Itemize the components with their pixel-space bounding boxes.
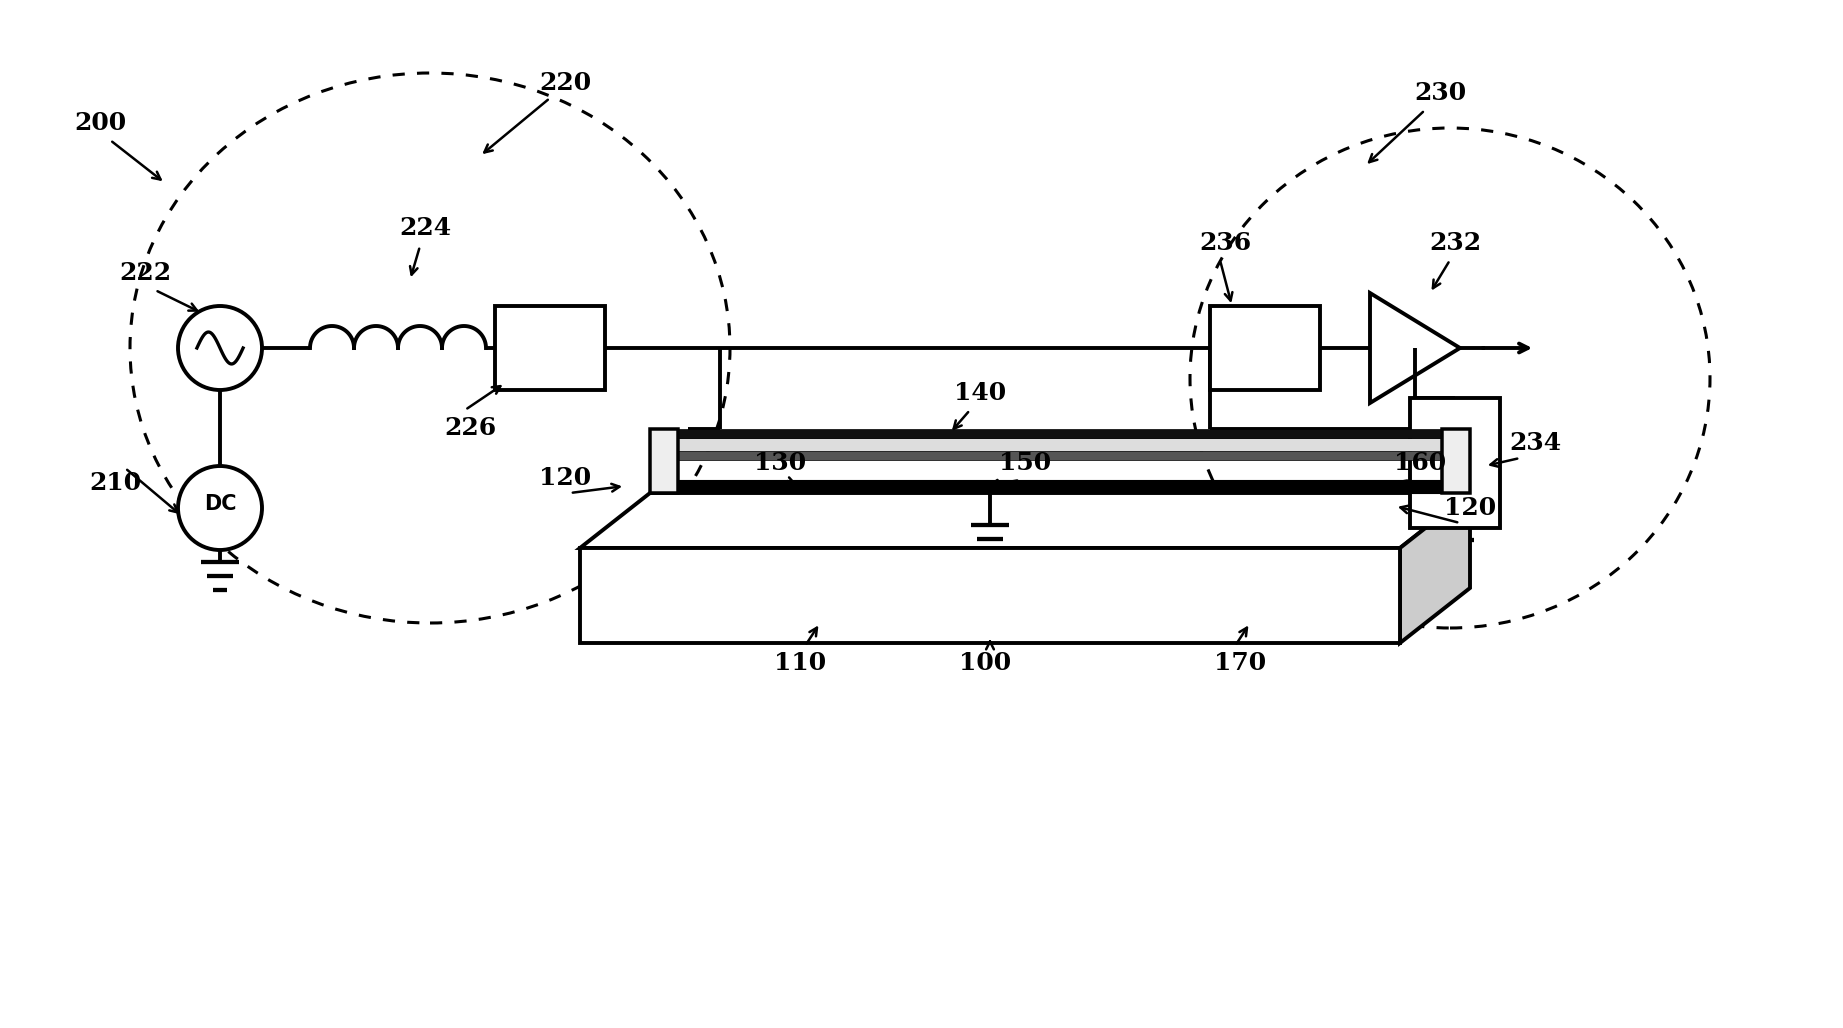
Text: 160: 160 — [1393, 451, 1447, 475]
Bar — [496, 306, 605, 390]
Text: 110: 110 — [774, 651, 826, 675]
Text: DC: DC — [205, 494, 236, 514]
Polygon shape — [1401, 493, 1471, 642]
Text: 222: 222 — [120, 261, 171, 285]
Text: 210: 210 — [88, 471, 142, 495]
Bar — [1410, 398, 1500, 528]
Text: 232: 232 — [1428, 231, 1482, 255]
Bar — [651, 429, 678, 493]
Text: 100: 100 — [958, 651, 1012, 675]
Circle shape — [179, 306, 262, 390]
Text: 120: 120 — [1443, 495, 1497, 520]
Bar — [651, 480, 1471, 493]
Text: 224: 224 — [398, 216, 452, 240]
Bar — [1211, 306, 1320, 390]
Text: 236: 236 — [1200, 231, 1251, 255]
Circle shape — [179, 466, 262, 550]
Polygon shape — [581, 493, 1471, 548]
Text: 200: 200 — [74, 111, 125, 135]
Text: 120: 120 — [538, 466, 592, 490]
Text: 170: 170 — [1215, 651, 1266, 675]
Text: 230: 230 — [1414, 81, 1465, 105]
Text: 234: 234 — [1509, 431, 1561, 455]
Text: 226: 226 — [444, 416, 496, 440]
Bar — [581, 548, 1401, 642]
Text: 140: 140 — [955, 381, 1006, 405]
Bar — [651, 438, 1471, 451]
Text: 130: 130 — [754, 451, 805, 475]
Bar — [1441, 429, 1471, 493]
Text: 150: 150 — [999, 451, 1051, 475]
Bar — [651, 429, 1471, 438]
Text: 220: 220 — [538, 71, 592, 95]
Bar — [651, 451, 1471, 460]
